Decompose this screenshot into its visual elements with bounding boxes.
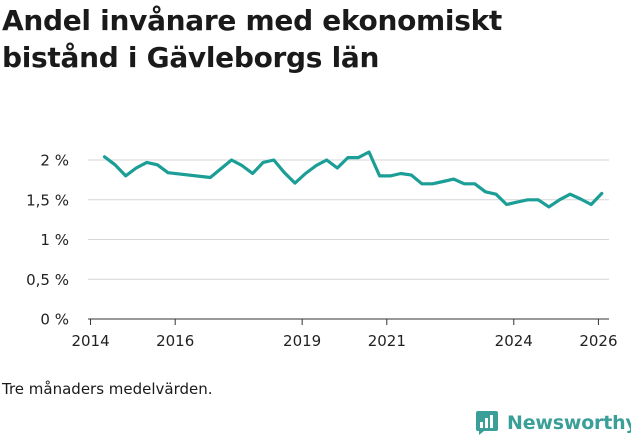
- series-line: [102, 150, 604, 209]
- x-tick-label: 2021: [368, 332, 406, 350]
- x-tick-label: 2016: [156, 332, 194, 350]
- y-gridlines: [88, 159, 609, 280]
- footnote: Tre månaders medelvärden.: [2, 380, 213, 398]
- x-tick-label: 2014: [71, 332, 109, 350]
- newsworthy-bar-chart-logo-icon: [476, 411, 498, 435]
- brand-name: Newsworthy: [507, 412, 631, 434]
- y-tick-label: 2 %: [40, 152, 69, 170]
- x-ticks: [90, 319, 599, 325]
- y-tick-label: 0,5 %: [26, 271, 69, 289]
- chart-title: Andel invånare med ekonomiskt bistånd i …: [2, 4, 503, 74]
- y-tick-label: 0 %: [40, 311, 69, 329]
- x-tick-label: 2019: [283, 332, 321, 350]
- x-tick-label: 2024: [495, 332, 533, 350]
- newsworthy-brand[interactable]: Newsworthy: [475, 408, 631, 438]
- y-tick-label: 1 %: [40, 231, 69, 249]
- x-tick-label: 2026: [579, 332, 617, 350]
- y-tick-labels: 0 % 0,5 % 1 % 1,5 % 2 %: [26, 152, 69, 329]
- y-tick-label: 1,5 %: [26, 191, 69, 209]
- x-tick-labels: 2014 2016 2019 2021 2024 2026: [71, 332, 617, 350]
